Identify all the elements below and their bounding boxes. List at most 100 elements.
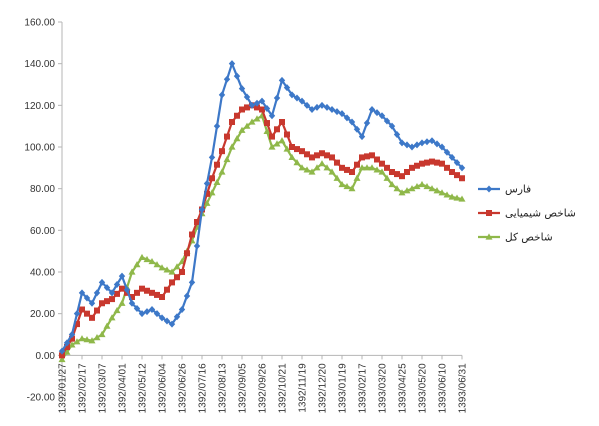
y-tick-label: 100.00 [24,143,55,154]
series-2-point [73,338,81,345]
y-tick-label: 0.00 [36,351,56,362]
series-1-point [69,335,75,342]
series-0-point [78,289,86,297]
series-0-point [298,97,306,105]
legend-marker [485,185,493,193]
series-1-point [329,154,335,161]
series-1-point [209,175,215,182]
series-0-point [188,278,196,286]
series-0-point [248,101,256,109]
series-2-point [438,189,446,196]
series-1-point [274,126,280,133]
series-1-point [354,161,360,168]
series-2-point [158,264,166,271]
series-0-point [283,84,291,92]
series-0-point [178,306,186,313]
series-2-point [368,164,376,171]
legend-label: شاخص شیمیایی [505,208,576,220]
series-2-point [153,261,161,268]
series-2-point [93,334,101,341]
series-0-point [253,99,261,107]
series-2-point [348,185,356,192]
series-0-point [58,347,66,355]
series-0-point [138,310,146,318]
series-0-point [273,94,281,102]
series-0-point [458,164,466,172]
series-1-point [189,231,195,238]
y-tick-label: 140.00 [24,59,55,70]
series-0-point [163,317,171,325]
series-1-point [279,119,285,125]
series-2-point [303,166,311,173]
series-0-point [343,114,351,122]
series-1-point [419,160,425,167]
series-2-point [408,185,416,192]
series-0-point [443,148,451,156]
series-2-point [213,178,221,186]
legend-item-0: فارس [478,184,531,196]
x-tick-label: 1392/08/13 [218,363,229,413]
series-1-point [154,291,160,298]
series-2-point [168,268,176,275]
series-1-point [144,287,150,294]
series-0-point [143,308,151,316]
series-1-point [239,106,245,113]
series-1-point [399,173,405,180]
series-1-point [104,298,110,305]
series-0-point [108,289,116,297]
series-0-point [83,294,91,302]
axes: -20.00 0.00 20.00 40.00 60.00 80.00 100.00 120.… [24,18,468,414]
legend-marker [485,233,493,240]
y-tick-label: 40.00 [30,268,55,279]
series-2-point [223,155,231,163]
series-0-point [183,292,191,300]
series-2-point [338,180,346,188]
series-1-point [219,148,225,155]
series-1-point [194,219,200,225]
series-2-point [148,257,156,265]
series-0-point [148,306,156,313]
x-tick-label: 1393/02/17 [358,363,369,413]
series-1-point [164,286,170,293]
series-0-point [168,320,176,328]
x-tick-label: 1392/01/27 [58,363,69,413]
x-tick-label: 1392/11/19 [298,363,309,413]
series-1-point [314,152,320,159]
series-2-point [313,164,321,171]
series-0-point [303,101,311,109]
series-1-point [159,294,165,300]
series-0-point [128,299,136,307]
series-0-point [213,122,221,130]
x-tick-label: 1392/04/01 [118,363,129,413]
series-2-point [333,174,341,181]
series-0-point [353,125,361,133]
series-layer [58,60,466,363]
series-1-point [349,169,355,175]
series-1-point [444,164,450,171]
series-1-point [384,164,390,171]
series-2-point [163,266,171,273]
series-1-point [259,106,265,113]
series-0-point [393,131,401,138]
series-0-point [153,310,161,318]
series-1-point [284,131,290,138]
series-2-point [83,336,91,343]
series-1-point [94,307,100,314]
series-2-point [68,341,76,348]
series-2-point [98,330,106,338]
series-2-point [218,168,226,175]
series-1-point [64,344,70,350]
y-tick-label: 160.00 [24,18,55,29]
series-1 [59,102,465,359]
series-1-point [109,296,115,303]
series-2-point [458,195,466,202]
series-0-point [383,117,391,125]
series-1-point [389,169,395,175]
series-2-point [208,189,216,196]
y-tick-label: -20.00 [27,393,56,404]
x-tick-label: 1393/06/10 [438,363,449,413]
series-0-point [133,304,141,312]
series-2-point [78,335,86,342]
series-0-point [428,137,436,145]
series-1-point [264,120,270,127]
